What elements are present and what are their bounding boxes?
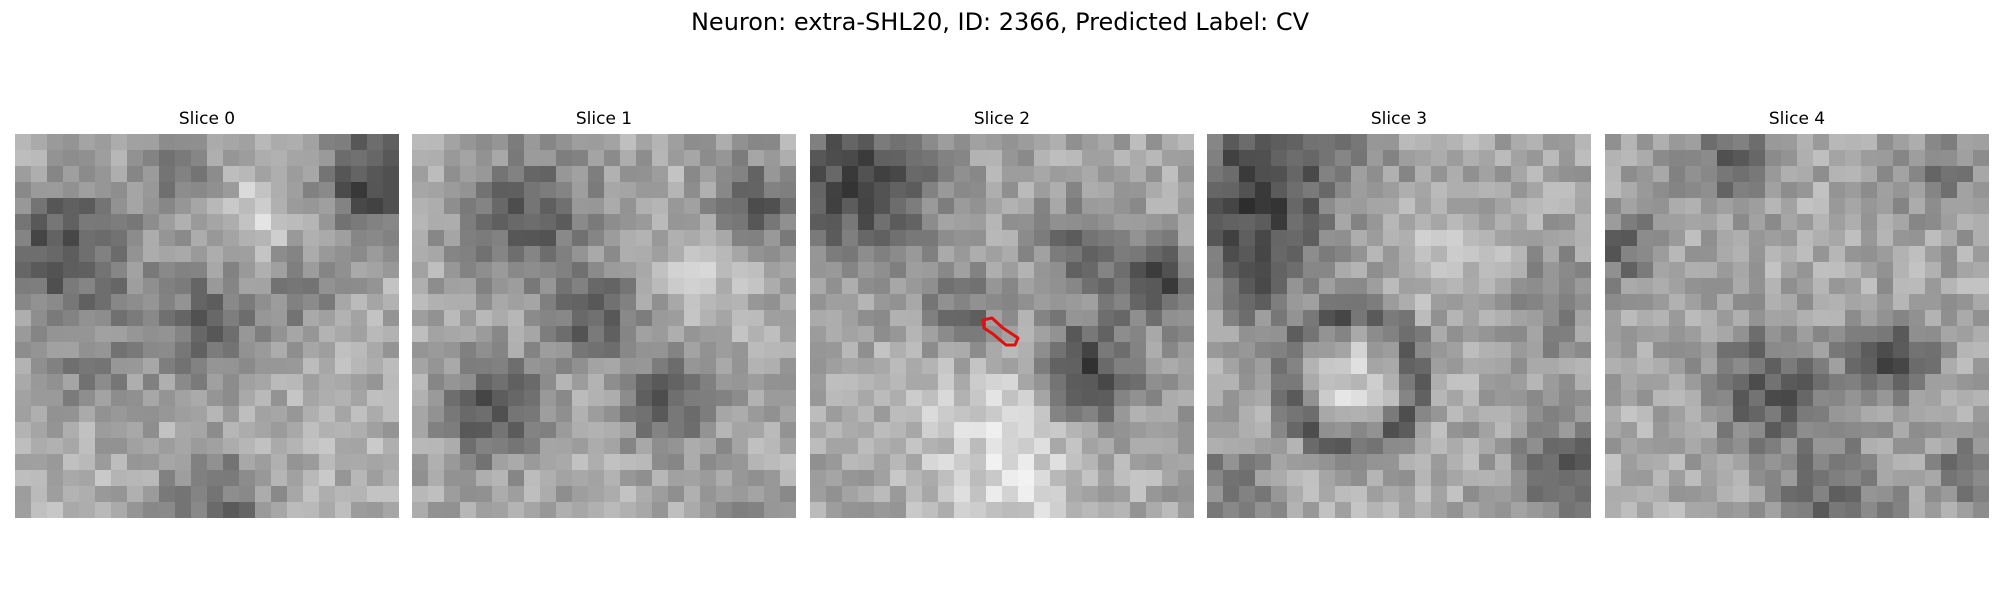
- slice-2-image: [810, 134, 1194, 518]
- slice-0-image: [15, 134, 399, 518]
- slice-3-title: Slice 3: [1370, 109, 1428, 129]
- slice-1-title: Slice 1: [575, 109, 633, 129]
- slice-4-image: [1605, 134, 1989, 518]
- slice-4-title: Slice 4: [1768, 109, 1826, 129]
- slice-3-image: [1207, 134, 1591, 518]
- slice-2-title: Slice 2: [973, 109, 1031, 129]
- slice-1-image: [412, 134, 796, 518]
- figure-title: Neuron: extra-SHL20, ID: 2366, Predicted…: [690, 8, 1310, 36]
- slice-0-title: Slice 0: [178, 109, 236, 129]
